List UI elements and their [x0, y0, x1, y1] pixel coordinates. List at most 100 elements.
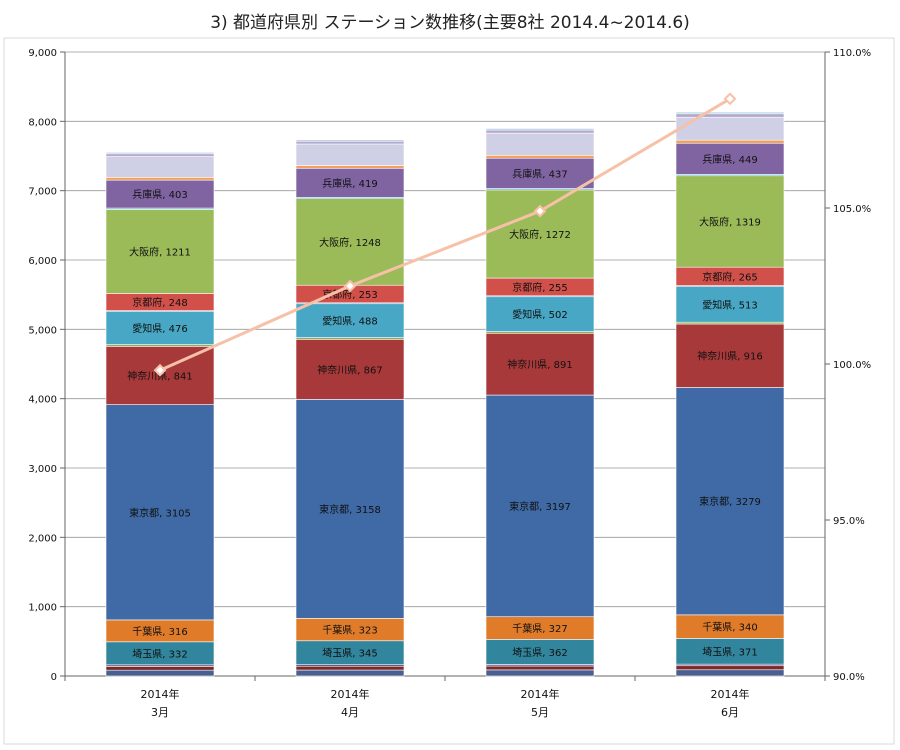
bar-segment — [485, 129, 595, 134]
bar-segment — [105, 404, 215, 621]
data-label: 神奈川県, 867 — [317, 363, 382, 376]
x-tick-label: 2014年 — [141, 687, 180, 701]
data-label: 兵庫県, 419 — [322, 177, 377, 190]
bar-segment — [295, 303, 405, 338]
y-right-tick-label: 90.0% — [833, 672, 865, 683]
bar-segment — [485, 157, 595, 189]
line-point — [533, 204, 547, 218]
x-tick-label: 2014年 — [331, 687, 370, 701]
bar-segment — [105, 153, 215, 157]
bar-segment — [295, 140, 405, 145]
bar-segment — [675, 286, 785, 323]
bar-segment — [105, 152, 215, 155]
y-left-tick-label: 1,000 — [28, 603, 57, 614]
data-label: 東京都, 3158 — [319, 503, 381, 516]
line-point — [153, 363, 167, 377]
data-label: 埼玉県, 371 — [702, 645, 757, 658]
bar-segment — [295, 143, 405, 166]
bar-segment — [485, 665, 595, 671]
data-label: 埼玉県, 362 — [512, 646, 567, 659]
bar-segment — [105, 666, 215, 671]
bar-segment — [295, 665, 405, 671]
bar-segment — [675, 387, 785, 616]
data-label: 愛知県, 488 — [322, 315, 377, 328]
bar-segment — [675, 139, 785, 144]
y-left-tick-label: 8,000 — [28, 117, 57, 128]
line-point — [343, 279, 357, 293]
bar-segment — [105, 669, 215, 677]
data-label: 愛知県, 476 — [132, 322, 187, 335]
bar-segment — [485, 128, 595, 131]
data-label: 東京都, 3279 — [699, 495, 761, 508]
chart-title: 3) 都道府県別 ステーション数推移(主要8社 2014.4~2014.6) — [210, 13, 690, 33]
bar-segment — [675, 113, 785, 118]
line-point — [723, 92, 737, 106]
data-label: 愛知県, 502 — [512, 308, 567, 321]
bar-segment — [485, 332, 595, 396]
bar-segment — [295, 669, 405, 677]
bar-segment — [675, 111, 785, 115]
data-label: 神奈川県, 891 — [507, 358, 572, 371]
x-tick-label: 3月 — [151, 706, 169, 719]
data-label: 兵庫県, 437 — [512, 167, 567, 180]
data-label: 京都府, 248 — [132, 296, 187, 309]
y-left-tick-label: 0 — [51, 672, 57, 683]
y-right-tick-label: 105.0% — [833, 204, 871, 215]
y-left-tick-label: 7,000 — [28, 187, 57, 198]
y-left-tick-label: 4,000 — [28, 395, 57, 406]
bar-segment — [485, 189, 595, 279]
bar-segment — [295, 399, 405, 619]
x-tick-label: 5月 — [531, 706, 549, 719]
bar-segment — [485, 296, 595, 332]
bar-segment — [295, 139, 405, 142]
x-tick-label: 2014年 — [521, 687, 560, 701]
bar-segment — [105, 311, 215, 345]
data-label: 千葉県, 323 — [322, 624, 377, 637]
data-label: 京都府, 265 — [702, 270, 757, 283]
y-left-tick-label: 3,000 — [28, 464, 57, 475]
bar-segment — [485, 669, 595, 677]
data-label: 千葉県, 316 — [132, 625, 187, 638]
bar-segment — [105, 209, 215, 294]
data-label: 兵庫県, 403 — [132, 188, 187, 201]
data-label: 東京都, 3197 — [509, 500, 571, 513]
y-left-tick-label: 5,000 — [28, 325, 57, 336]
bar-segment — [675, 669, 785, 677]
data-label: 愛知県, 513 — [702, 298, 757, 311]
data-label: 大阪府, 1272 — [509, 228, 571, 241]
bar-segment — [485, 394, 595, 618]
x-tick-label: 2014年 — [711, 687, 750, 701]
data-label: 兵庫県, 449 — [702, 153, 757, 166]
data-label: 千葉県, 340 — [702, 621, 757, 634]
y-left-tick-label: 6,000 — [28, 256, 57, 267]
x-tick-label: 6月 — [721, 706, 739, 719]
chart-frame — [3, 37, 895, 745]
line-series — [159, 97, 731, 372]
y-right-tick-label: 100.0% — [833, 360, 871, 371]
y-right-tick-label: 95.0% — [833, 516, 865, 527]
bar-segment — [295, 165, 405, 169]
data-label: 大阪府, 1319 — [699, 215, 761, 228]
y-left-tick-label: 9,000 — [28, 48, 57, 59]
data-label: 京都府, 255 — [512, 281, 567, 294]
bar-segment — [675, 175, 785, 268]
y-left-tick-label: 2,000 — [28, 533, 57, 544]
data-label: 東京都, 3105 — [129, 506, 191, 519]
bar-segment — [675, 665, 785, 671]
data-label: 神奈川県, 916 — [697, 350, 762, 363]
data-label: 埼玉県, 332 — [132, 647, 187, 660]
bar-segment — [485, 132, 595, 156]
data-label: 大阪府, 1211 — [129, 245, 191, 258]
x-tick-label: 4月 — [341, 706, 359, 719]
data-label: 埼玉県, 345 — [322, 647, 377, 660]
bar-segment — [105, 177, 215, 181]
bar-segment — [675, 638, 785, 665]
bar-segment — [675, 323, 785, 388]
data-label: 千葉県, 327 — [512, 622, 567, 635]
y-right-tick-label: 110.0% — [833, 48, 871, 59]
bar-segment — [485, 155, 595, 159]
bar-segment — [295, 339, 405, 400]
data-label: 大阪府, 1248 — [319, 236, 381, 249]
bar-segment — [105, 156, 215, 178]
